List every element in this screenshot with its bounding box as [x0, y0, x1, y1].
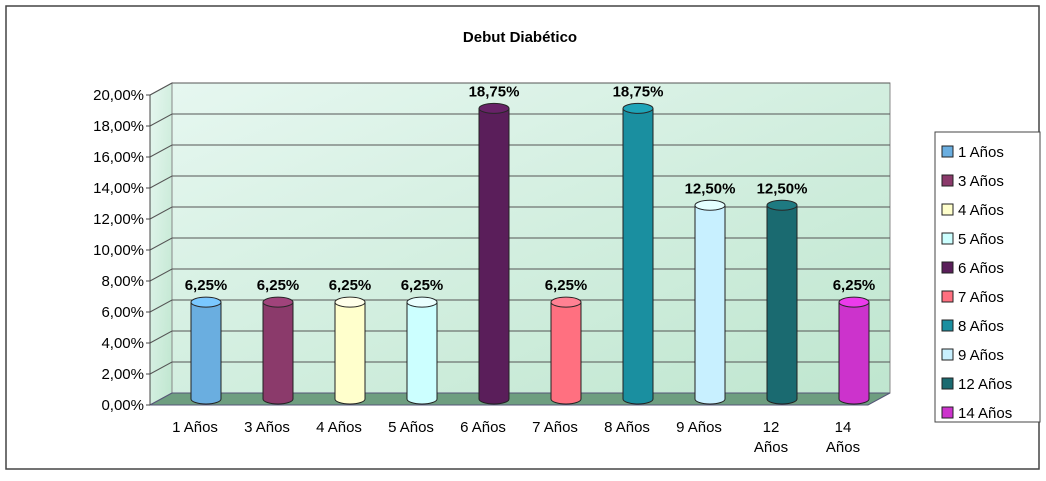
bar — [406, 301, 438, 405]
grid-line — [149, 82, 890, 96]
x-tick-label: 4 Años — [316, 419, 362, 436]
legend-label: 4 Años — [958, 202, 1004, 219]
y-tick-label: 8,00% — [101, 273, 144, 290]
bar — [190, 301, 222, 405]
legend-label: 6 Años — [958, 260, 1004, 277]
legend-swatch — [941, 290, 954, 303]
bar — [334, 301, 366, 405]
data-label: 12,50% — [757, 180, 808, 197]
bar-top — [550, 296, 582, 308]
legend-label: 3 Años — [958, 173, 1004, 190]
legend-swatch — [941, 348, 954, 361]
bar-top — [190, 296, 222, 308]
x-tick-label: 3 Años — [244, 419, 290, 436]
chart-title: Debut Diabético — [463, 29, 577, 46]
bar — [838, 301, 870, 405]
legend-swatch — [941, 319, 954, 332]
x-tick-label: 6 Años — [460, 419, 506, 436]
data-label: 6,25% — [833, 277, 876, 294]
bar-top — [766, 199, 798, 211]
y-tick-label: 10,00% — [93, 242, 144, 259]
bar — [694, 204, 726, 405]
bar — [550, 301, 582, 405]
y-tick-label: 12,00% — [93, 211, 144, 228]
bar-top — [694, 199, 726, 211]
x-tick-label-line: Años — [754, 439, 788, 456]
legend-swatch — [941, 203, 954, 216]
legend-swatch — [941, 232, 954, 245]
x-tick-label: 14 Años — [826, 419, 860, 456]
y-tick-label: 18,00% — [93, 118, 144, 135]
bar-top — [334, 296, 366, 308]
bar — [478, 107, 510, 405]
data-label: 6,25% — [545, 277, 588, 294]
bar — [766, 204, 798, 405]
bar — [262, 301, 294, 405]
legend-label: 7 Años — [958, 289, 1004, 306]
x-tick-label-line: Años — [826, 439, 860, 456]
bar-top — [262, 296, 294, 308]
legend-label: 1 Años — [958, 144, 1004, 161]
x-tick-label: 7 Años — [532, 419, 578, 436]
bar-top — [838, 296, 870, 308]
x-tick-label: 1 Años — [172, 419, 218, 436]
bar-top — [622, 102, 654, 114]
data-label: 18,75% — [613, 83, 664, 100]
x-tick-label: 8 Años — [604, 419, 650, 436]
legend-label: 14 Años — [958, 405, 1012, 422]
bar-top — [406, 296, 438, 308]
y-tick-label: 0,00% — [101, 397, 144, 414]
legend-swatch — [941, 174, 954, 187]
y-tick-label: 14,00% — [93, 180, 144, 197]
data-label: 18,75% — [469, 83, 520, 100]
bar — [622, 107, 654, 405]
bar-top — [478, 102, 510, 114]
y-tick-label: 6,00% — [101, 304, 144, 321]
data-label: 12,50% — [685, 180, 736, 197]
legend-label: 12 Años — [958, 376, 1012, 393]
y-tick-label: 16,00% — [93, 149, 144, 166]
x-tick-label: 5 Años — [388, 419, 434, 436]
legend-swatch — [941, 261, 954, 274]
y-tick-label: 4,00% — [101, 335, 144, 352]
x-tick-label-line: 14 — [835, 419, 852, 436]
data-label: 6,25% — [257, 277, 300, 294]
legend-label: 5 Años — [958, 231, 1004, 248]
y-tick-label: 20,00% — [93, 87, 144, 104]
data-label: 6,25% — [185, 277, 228, 294]
legend-label: 9 Años — [958, 347, 1004, 364]
x-tick-label-line: 12 — [763, 419, 780, 436]
x-tick-label: 9 Años — [676, 419, 722, 436]
legend-swatch — [941, 377, 954, 390]
y-tick-label: 2,00% — [101, 366, 144, 383]
data-label: 6,25% — [401, 277, 444, 294]
legend-swatch — [941, 145, 954, 158]
x-tick-label: 12 Años — [754, 419, 788, 456]
legend-label: 8 Años — [958, 318, 1004, 335]
data-label: 6,25% — [329, 277, 372, 294]
legend-swatch — [941, 406, 954, 419]
